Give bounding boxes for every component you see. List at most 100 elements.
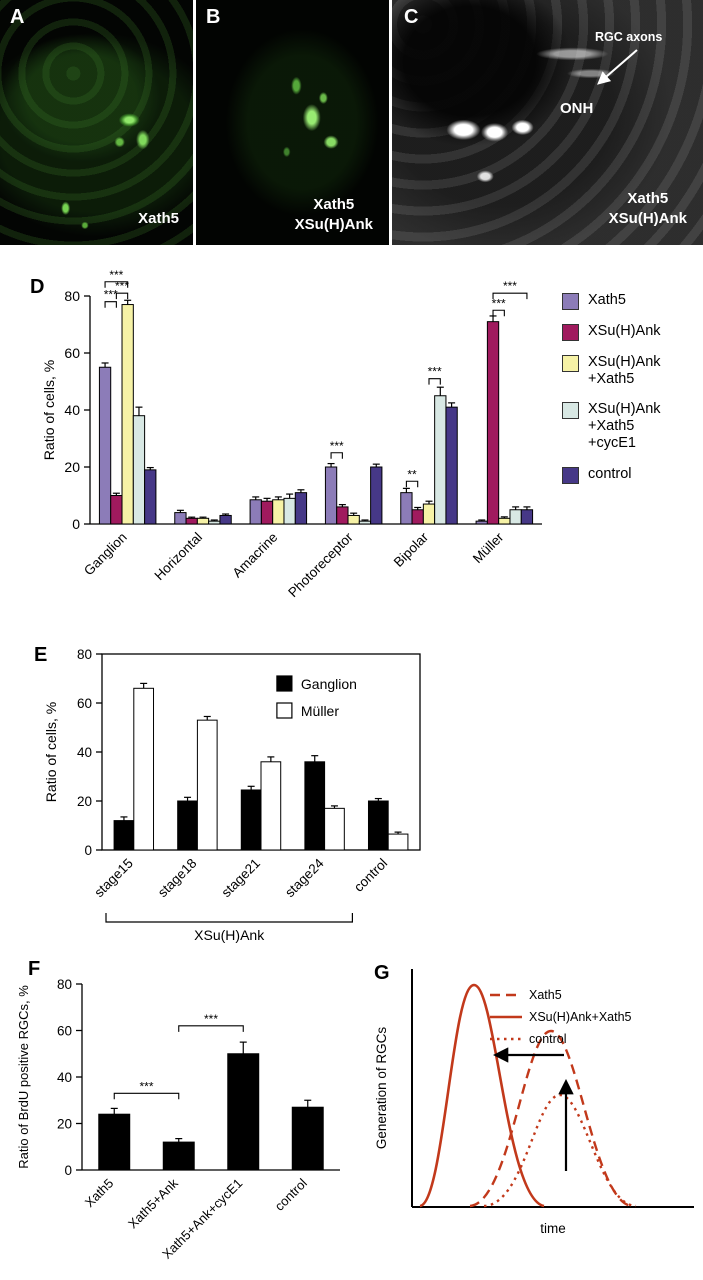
legend-label: control [588,465,632,482]
bar [294,492,308,525]
bar [208,520,221,525]
panel-label-d: D [30,276,45,298]
y-tick-label: 20 [77,794,92,809]
legend-swatch [562,355,579,372]
onh-annotation: ONH [560,100,594,117]
curve-control [483,1093,637,1208]
bar [162,1141,195,1171]
legend-swatch [562,293,579,310]
brdu-chart-f: 0 20 40 60 80 Ratio of BrdU positive RGCs, % X… [16,977,340,1262]
bar [509,509,522,525]
y-tick-label: 40 [57,1070,72,1085]
significance-label: *** [330,439,344,453]
rgc-axons-annotation: RGC axons [595,30,663,44]
bar [283,497,296,525]
panel-label-f: F [28,958,41,980]
bar [486,321,500,525]
y-tick-label: 20 [57,1117,72,1132]
bar [196,719,218,851]
y-axis-label: Ratio of cells, % [43,702,59,802]
timing-schematic-g: Generation of RGCs time Xath5 XSu(H)Ank+… [374,969,694,1236]
group-bracket [105,913,353,923]
bar [411,509,424,525]
category-label: stage15 [91,856,136,901]
bar [240,789,262,851]
bar [177,800,198,851]
y-tick-label: 80 [77,647,92,662]
bar [121,304,134,525]
legend-label: XSu(H)Ank [588,323,661,339]
micrograph-panel-a: A Xath5 [0,0,193,245]
significance-bracket [428,378,441,385]
legend-swatch [276,675,293,692]
legend-swatch [562,402,579,420]
significance-bracket [104,301,117,308]
bar [336,506,349,525]
rgc-axons-arrow [597,49,638,85]
legend-swatch [562,324,579,341]
legend-label: XSu(H)Ank +Xath5 +cycE1 [588,401,661,452]
bar [144,469,157,525]
category-label: Xath5+Ank [125,1175,181,1231]
g-xlabel: time [540,1221,566,1236]
category-label: stage21 [219,856,264,901]
y-tick-label: 60 [64,345,80,361]
legend-label: XSu(H)Ank +Xath5 [588,354,661,388]
bar [445,406,458,525]
curve-xsuhank-xath5 [419,983,545,1208]
bar [227,1053,260,1171]
stage-ratio-chart-e: 0 20 40 60 80 Ratio of cells, % stage15 stage18… [43,647,421,943]
legend-label: Ganglion [301,676,357,692]
bar [434,395,447,525]
panel-label-g: G [374,962,390,984]
panel-c-caption: Xath5 XSu(H)Ank [609,189,687,230]
significance-label: *** [492,296,506,310]
y-tick-label: 80 [57,977,72,992]
bar [304,761,326,851]
bar [249,499,262,525]
legend-label: Xath5 [588,292,626,308]
y-tick-label: 0 [72,516,80,532]
category-label: Bipolar [391,529,432,570]
curve-xath5 [469,1029,633,1208]
bar [400,492,413,525]
bar [260,761,282,851]
bar [272,499,285,525]
legend-item: Xath5 [562,292,702,310]
legend-swatch [562,466,579,484]
bar [185,517,198,525]
bar [324,807,345,851]
category-label: Xath5 [82,1176,117,1211]
legend-item: XSu(H)Ank +Xath5 [562,354,702,388]
significance-label: *** [115,279,129,293]
significance-label: *** [503,279,517,293]
panel-a-caption: Xath5 [138,209,179,227]
legend-label-control: control [529,1032,567,1046]
bar [132,415,146,525]
bar [133,687,155,851]
bar [110,495,123,525]
panel-b-caption-line2: XSu(H)Ank [294,215,373,233]
y-tick-label: 80 [64,288,80,304]
legend-label-xath5: Xath5 [529,988,562,1002]
bar [98,366,112,525]
y-tick-label: 0 [84,843,92,858]
bar [422,503,436,525]
significance-bracket [492,292,528,300]
micrograph-panel-c: C RGC axons ONH Xath5 XSu(H)Ank [392,0,703,245]
arrow-line [597,49,638,85]
significance-bracket [115,292,129,300]
y-tick-label: 0 [64,1163,72,1178]
significance-bracket [492,309,505,317]
category-label: control [351,856,390,895]
panel-b-caption: Xath5 XSu(H)Ank [295,195,373,236]
significance-bracket [405,480,419,488]
legend-swatch [276,702,293,719]
category-label: Photoreceptor [285,529,356,600]
bar [358,520,372,525]
legend-label: Müller [301,703,339,719]
panel-label-e: E [34,644,48,666]
significance-label: ** [407,467,417,481]
legend-label-xsuhank-xath5: XSu(H)Ank+Xath5 [529,1010,632,1024]
